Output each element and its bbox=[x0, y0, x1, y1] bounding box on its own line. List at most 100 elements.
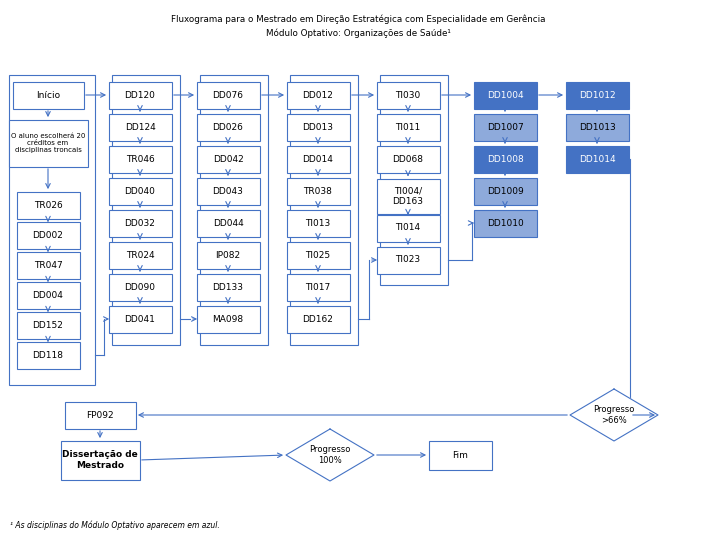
Text: DD014: DD014 bbox=[303, 154, 334, 164]
FancyBboxPatch shape bbox=[473, 178, 536, 205]
FancyBboxPatch shape bbox=[109, 113, 172, 140]
Text: DD068: DD068 bbox=[392, 154, 423, 164]
Text: DD012: DD012 bbox=[303, 91, 334, 99]
Text: TI014: TI014 bbox=[395, 224, 420, 233]
FancyBboxPatch shape bbox=[196, 210, 259, 237]
Text: Progresso
>66%: Progresso >66% bbox=[594, 406, 634, 424]
Text: DD004: DD004 bbox=[32, 291, 64, 300]
FancyBboxPatch shape bbox=[286, 145, 349, 172]
Text: TR038: TR038 bbox=[304, 186, 332, 195]
Text: Fim: Fim bbox=[452, 450, 468, 460]
FancyBboxPatch shape bbox=[109, 178, 172, 205]
Text: O aluno escolherá 20
créditos em
disciplinas troncais: O aluno escolherá 20 créditos em discipl… bbox=[11, 133, 85, 153]
Text: DD090: DD090 bbox=[125, 282, 155, 292]
FancyBboxPatch shape bbox=[196, 306, 259, 333]
Text: DD041: DD041 bbox=[125, 314, 155, 323]
FancyBboxPatch shape bbox=[566, 145, 629, 172]
FancyBboxPatch shape bbox=[109, 306, 172, 333]
FancyBboxPatch shape bbox=[377, 214, 440, 241]
Text: TR026: TR026 bbox=[34, 200, 62, 210]
Bar bbox=[9, 75, 95, 385]
Text: MA098: MA098 bbox=[213, 314, 243, 323]
Text: TI011: TI011 bbox=[395, 123, 420, 132]
FancyBboxPatch shape bbox=[9, 119, 87, 166]
Text: DD1012: DD1012 bbox=[579, 91, 615, 99]
Text: DD1013: DD1013 bbox=[579, 123, 615, 132]
Text: TR024: TR024 bbox=[126, 251, 155, 260]
FancyBboxPatch shape bbox=[428, 441, 491, 469]
Text: ¹ As disciplinas do Módulo Optativo aparecem em azul.: ¹ As disciplinas do Módulo Optativo apar… bbox=[10, 521, 220, 530]
Text: TI030: TI030 bbox=[395, 91, 420, 99]
Text: DD013: DD013 bbox=[302, 123, 334, 132]
Text: DD1010: DD1010 bbox=[487, 219, 523, 227]
FancyBboxPatch shape bbox=[286, 273, 349, 300]
FancyBboxPatch shape bbox=[16, 221, 79, 248]
Polygon shape bbox=[570, 389, 658, 441]
Text: DD076: DD076 bbox=[213, 91, 243, 99]
FancyBboxPatch shape bbox=[196, 113, 259, 140]
Bar bbox=[290, 75, 358, 345]
Text: DD133: DD133 bbox=[213, 282, 243, 292]
Text: DD026: DD026 bbox=[213, 123, 243, 132]
Text: TI017: TI017 bbox=[306, 282, 331, 292]
FancyBboxPatch shape bbox=[377, 246, 440, 273]
FancyBboxPatch shape bbox=[377, 82, 440, 109]
Text: FP092: FP092 bbox=[86, 410, 114, 420]
Text: DD044: DD044 bbox=[213, 219, 243, 227]
FancyBboxPatch shape bbox=[286, 82, 349, 109]
FancyBboxPatch shape bbox=[16, 281, 79, 308]
Text: IP082: IP082 bbox=[216, 251, 241, 260]
FancyBboxPatch shape bbox=[196, 241, 259, 268]
FancyBboxPatch shape bbox=[377, 179, 440, 213]
Text: DD043: DD043 bbox=[213, 186, 243, 195]
FancyBboxPatch shape bbox=[12, 82, 84, 109]
FancyBboxPatch shape bbox=[196, 82, 259, 109]
FancyBboxPatch shape bbox=[109, 273, 172, 300]
Bar bbox=[200, 75, 268, 345]
Text: TR046: TR046 bbox=[125, 154, 155, 164]
FancyBboxPatch shape bbox=[60, 441, 140, 480]
FancyBboxPatch shape bbox=[109, 145, 172, 172]
Text: Dissertação de
Mestrado: Dissertação de Mestrado bbox=[62, 450, 138, 470]
Polygon shape bbox=[286, 429, 374, 481]
Text: DD1009: DD1009 bbox=[487, 186, 523, 195]
Text: DD1007: DD1007 bbox=[487, 123, 523, 132]
FancyBboxPatch shape bbox=[286, 113, 349, 140]
FancyBboxPatch shape bbox=[196, 145, 259, 172]
Text: TI013: TI013 bbox=[306, 219, 331, 227]
FancyBboxPatch shape bbox=[473, 210, 536, 237]
Text: DD1014: DD1014 bbox=[579, 154, 615, 164]
Text: Progresso
100%: Progresso 100% bbox=[309, 446, 351, 465]
Text: DD120: DD120 bbox=[125, 91, 155, 99]
Text: TI025: TI025 bbox=[306, 251, 331, 260]
Text: DD1004: DD1004 bbox=[487, 91, 523, 99]
Text: DD118: DD118 bbox=[32, 350, 64, 360]
FancyBboxPatch shape bbox=[16, 192, 79, 219]
Text: Módulo Optativo: Organizações de Saúde¹: Módulo Optativo: Organizações de Saúde¹ bbox=[266, 28, 450, 37]
FancyBboxPatch shape bbox=[109, 82, 172, 109]
FancyBboxPatch shape bbox=[16, 341, 79, 368]
FancyBboxPatch shape bbox=[286, 210, 349, 237]
FancyBboxPatch shape bbox=[286, 306, 349, 333]
FancyBboxPatch shape bbox=[286, 241, 349, 268]
FancyBboxPatch shape bbox=[473, 145, 536, 172]
FancyBboxPatch shape bbox=[196, 178, 259, 205]
FancyBboxPatch shape bbox=[109, 210, 172, 237]
FancyBboxPatch shape bbox=[473, 82, 536, 109]
Bar bbox=[112, 75, 180, 345]
Text: DD1008: DD1008 bbox=[487, 154, 523, 164]
Text: DD152: DD152 bbox=[32, 321, 64, 329]
FancyBboxPatch shape bbox=[473, 113, 536, 140]
Text: TI023: TI023 bbox=[395, 255, 420, 265]
FancyBboxPatch shape bbox=[64, 402, 135, 429]
Text: Fluxograma para o Mestrado em Direção Estratégica com Especialidade em Gerência: Fluxograma para o Mestrado em Direção Es… bbox=[170, 14, 546, 24]
Bar bbox=[380, 75, 448, 285]
FancyBboxPatch shape bbox=[286, 178, 349, 205]
Text: DD002: DD002 bbox=[32, 231, 64, 240]
FancyBboxPatch shape bbox=[196, 273, 259, 300]
FancyBboxPatch shape bbox=[566, 82, 629, 109]
Text: DD042: DD042 bbox=[213, 154, 243, 164]
Text: TR047: TR047 bbox=[34, 260, 62, 269]
Text: DD032: DD032 bbox=[125, 219, 155, 227]
FancyBboxPatch shape bbox=[377, 145, 440, 172]
